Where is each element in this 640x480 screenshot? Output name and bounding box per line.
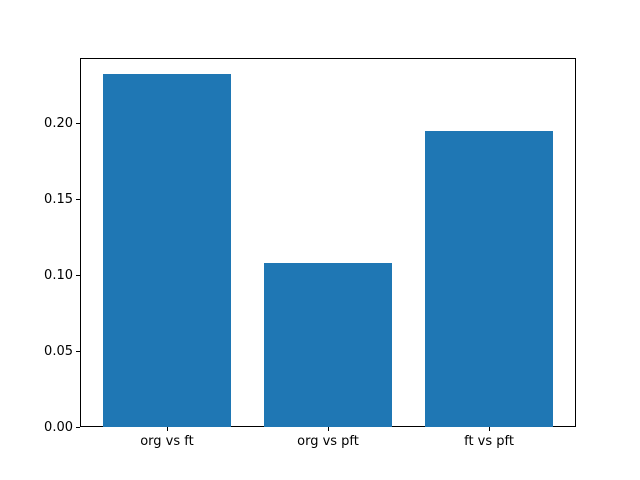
bar-org-vs-pft	[263, 262, 393, 428]
y-tick-mark	[76, 427, 80, 429]
bar-ft-vs-pft	[424, 130, 554, 428]
x-tick-mark	[489, 427, 491, 432]
y-tick-label: 0.20	[44, 115, 73, 131]
y-tick-label: 0.10	[44, 267, 73, 283]
y-tick-mark	[76, 275, 80, 277]
x-tick-label: org vs pft	[297, 434, 359, 450]
y-tick-mark	[76, 199, 80, 201]
y-tick-mark	[76, 351, 80, 353]
x-tick-mark	[166, 427, 168, 432]
x-tick-mark	[328, 427, 329, 432]
y-tick-mark	[76, 123, 80, 124]
y-tick-label: 0.05	[44, 343, 73, 359]
x-tick-label: ft vs pft	[464, 434, 514, 450]
x-tick-label: org vs ft	[140, 434, 194, 450]
y-tick-label: 0.00	[44, 419, 73, 435]
bar-org-vs-ft	[102, 74, 232, 428]
y-tick-label: 0.15	[44, 191, 73, 207]
